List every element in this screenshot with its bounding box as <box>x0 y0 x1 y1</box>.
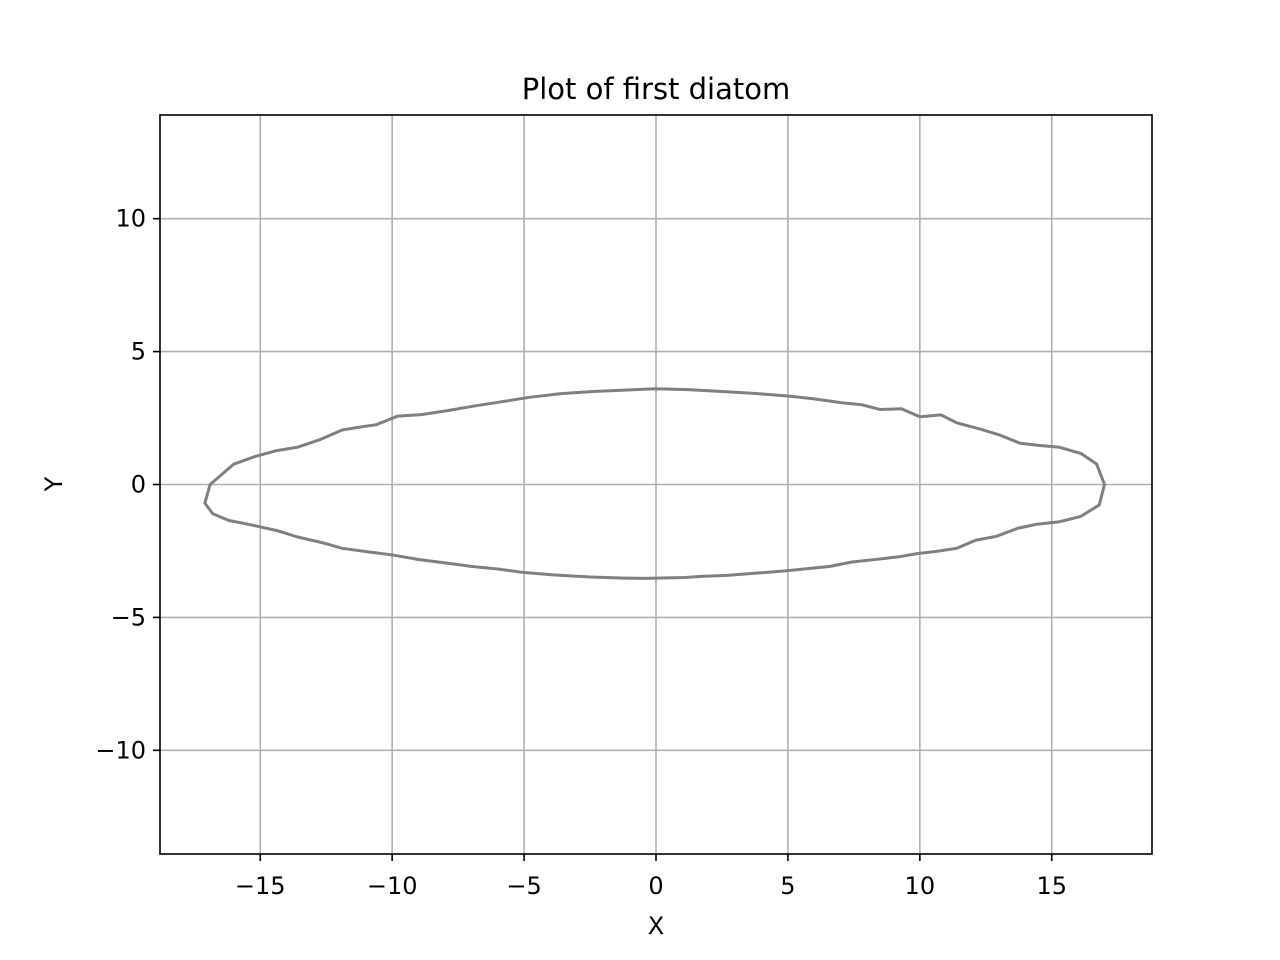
y-tick-label: 10 <box>115 205 146 233</box>
x-axis-label: X <box>648 912 664 940</box>
grid <box>160 115 1152 854</box>
x-tick-label: 0 <box>648 872 663 900</box>
chart-title: Plot of first diatom <box>522 72 791 106</box>
y-tick-label: −10 <box>95 736 146 764</box>
x-tick-label: 15 <box>1036 872 1067 900</box>
y-tick-label: 5 <box>131 338 146 366</box>
y-axis-label: Y <box>40 476 68 492</box>
x-tick-label: −5 <box>506 872 541 900</box>
x-tick-label: 10 <box>905 872 936 900</box>
x-tick-label: 5 <box>780 872 795 900</box>
y-tick-label: 0 <box>131 471 146 499</box>
x-tick-label: −10 <box>367 872 418 900</box>
series-layer <box>203 387 1107 580</box>
ticks: −15 −10 −5 0 5 10 15 −10 −5 0 5 10 <box>95 205 1067 900</box>
diatom-outline-line <box>203 387 1107 580</box>
y-tick-label: −5 <box>111 603 146 631</box>
x-tick-label: −15 <box>235 872 286 900</box>
